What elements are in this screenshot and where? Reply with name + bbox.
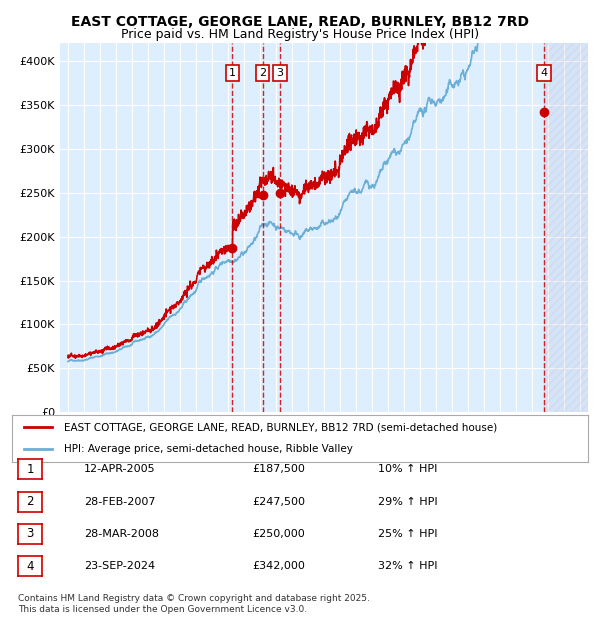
Text: 3: 3 bbox=[277, 68, 283, 78]
Text: Contains HM Land Registry data © Crown copyright and database right 2025.: Contains HM Land Registry data © Crown c… bbox=[18, 593, 370, 603]
Text: 4: 4 bbox=[540, 68, 547, 78]
Text: 1: 1 bbox=[26, 463, 34, 476]
Text: 1: 1 bbox=[229, 68, 236, 78]
Text: 2: 2 bbox=[259, 68, 266, 78]
Bar bbox=[544, 43, 588, 412]
Text: £187,500: £187,500 bbox=[252, 464, 305, 474]
Text: EAST COTTAGE, GEORGE LANE, READ, BURNLEY, BB12 7RD (semi-detached house): EAST COTTAGE, GEORGE LANE, READ, BURNLEY… bbox=[64, 422, 497, 432]
Text: £250,000: £250,000 bbox=[252, 529, 305, 539]
Text: 12-APR-2005: 12-APR-2005 bbox=[84, 464, 155, 474]
Text: Price paid vs. HM Land Registry's House Price Index (HPI): Price paid vs. HM Land Registry's House … bbox=[121, 28, 479, 41]
Text: 4: 4 bbox=[26, 560, 34, 572]
Text: This data is licensed under the Open Government Licence v3.0.: This data is licensed under the Open Gov… bbox=[18, 604, 307, 614]
Text: 28-FEB-2007: 28-FEB-2007 bbox=[84, 497, 155, 507]
Text: 10% ↑ HPI: 10% ↑ HPI bbox=[378, 464, 437, 474]
Text: £342,000: £342,000 bbox=[252, 561, 305, 571]
Text: EAST COTTAGE, GEORGE LANE, READ, BURNLEY, BB12 7RD: EAST COTTAGE, GEORGE LANE, READ, BURNLEY… bbox=[71, 16, 529, 30]
Text: 3: 3 bbox=[26, 528, 34, 540]
Text: HPI: Average price, semi-detached house, Ribble Valley: HPI: Average price, semi-detached house,… bbox=[64, 444, 353, 454]
Text: 25% ↑ HPI: 25% ↑ HPI bbox=[378, 529, 437, 539]
Text: 2: 2 bbox=[26, 495, 34, 508]
Text: £247,500: £247,500 bbox=[252, 497, 305, 507]
Text: 32% ↑ HPI: 32% ↑ HPI bbox=[378, 561, 437, 571]
Text: 23-SEP-2024: 23-SEP-2024 bbox=[84, 561, 155, 571]
Text: 28-MAR-2008: 28-MAR-2008 bbox=[84, 529, 159, 539]
Text: 29% ↑ HPI: 29% ↑ HPI bbox=[378, 497, 437, 507]
